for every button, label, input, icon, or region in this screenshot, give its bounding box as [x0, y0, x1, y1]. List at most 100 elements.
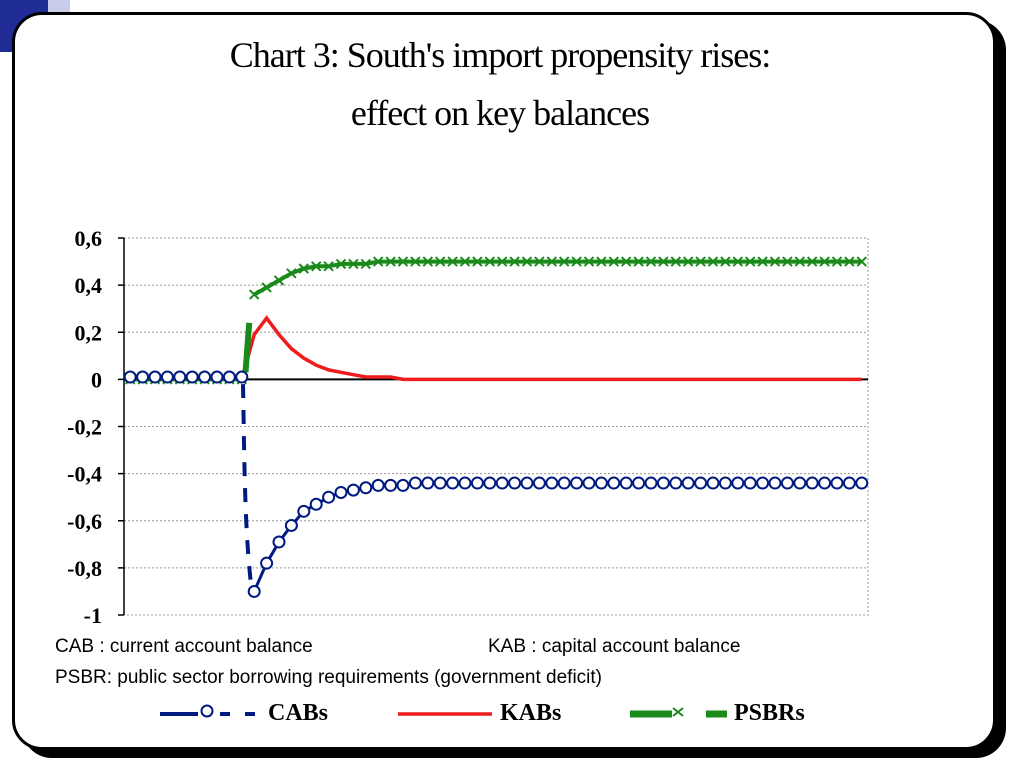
psbr-marker-stroke [360, 258, 372, 270]
psbr-point [769, 256, 781, 267]
psbr-marker-stroke [558, 256, 570, 267]
cab-point [669, 476, 683, 490]
cab-point [706, 476, 720, 490]
y-tick-label: 0 [91, 367, 102, 392]
cab-point [334, 485, 348, 499]
cab-point [694, 476, 708, 490]
cab-point [570, 476, 584, 490]
cab-point [619, 476, 633, 490]
cab-point [297, 504, 311, 518]
psbr-marker-stroke [385, 256, 396, 267]
cab-point [210, 370, 224, 384]
psbr-point [583, 256, 595, 267]
cab-point [371, 478, 385, 492]
cab-point [173, 370, 187, 384]
cab-point [582, 476, 596, 490]
psbr-point [732, 256, 744, 267]
psbr-marker-stroke [732, 256, 744, 267]
psbr-marker-stroke [682, 256, 694, 267]
psbr-point [720, 256, 731, 267]
psbr-point [831, 256, 843, 267]
psbr-point [757, 256, 768, 267]
cab-point [818, 476, 832, 490]
psbr-point [645, 256, 657, 267]
note-cab: CAB : current account balance [55, 636, 313, 657]
psbr-point [459, 256, 471, 267]
psbr-point [670, 256, 682, 267]
cab-point [446, 476, 460, 490]
legend-swatch-cab [160, 704, 255, 718]
psbr-marker-stroke [757, 256, 768, 267]
cab-point [384, 478, 398, 492]
psbr-point [658, 256, 669, 267]
psbr-marker-stroke [310, 261, 322, 272]
y-tick-label: -0,8 [67, 556, 102, 581]
legend-label-psbr: PSBRs [734, 700, 805, 726]
psbr-point [360, 258, 372, 270]
cab-point [483, 476, 497, 490]
psbr-marker-stroke [509, 256, 520, 267]
cab-point [842, 476, 856, 490]
chart-title-line2: effect on key balances [350, 93, 650, 133]
legend-cab-marker [200, 704, 214, 718]
cab-point [495, 476, 509, 490]
psbr-marker-stroke [856, 256, 868, 267]
legend-psbr-marker [672, 707, 684, 717]
cab-point [322, 490, 336, 504]
cab-point [470, 476, 484, 490]
psbr-marker-stroke [794, 256, 806, 267]
psbr-marker-stroke [844, 256, 855, 267]
y-tick-label: -0,2 [67, 415, 102, 440]
cab-point [780, 476, 794, 490]
cab-point [433, 476, 447, 490]
cab-point [421, 476, 435, 490]
psbr-point [372, 256, 384, 267]
cab-point [408, 476, 422, 490]
psbr-marker-stroke [707, 256, 719, 267]
psbr-marker-stroke [372, 256, 384, 267]
cab-point [532, 476, 546, 490]
psbr-point [385, 256, 396, 267]
cab-point [136, 370, 150, 384]
psbr-point [286, 268, 297, 279]
psbr-marker-stroke [620, 256, 632, 267]
psbr-shock-dash [242, 322, 253, 373]
psbr-point [335, 258, 347, 270]
cab-point [309, 497, 323, 511]
psbr-marker-stroke [670, 256, 682, 267]
cab-point [545, 476, 559, 490]
psbr-marker-stroke [806, 256, 818, 267]
psbr-point [298, 263, 310, 274]
psbr-marker-stroke [397, 256, 409, 267]
note-psbr: PSBR: public sector borrowing requiremen… [55, 667, 603, 688]
psbr-marker-stroke [521, 256, 533, 267]
psbr-marker-stroke [298, 263, 310, 274]
psbr-point [534, 256, 545, 267]
psbr-point [844, 256, 855, 267]
psbr-marker-stroke [484, 256, 496, 267]
psbr-point [422, 256, 434, 267]
psbr-marker-stroke [831, 256, 843, 267]
psbr-point [571, 256, 582, 267]
psbr-marker-stroke [608, 256, 620, 267]
cab-point [123, 370, 137, 384]
cab-point [198, 370, 212, 384]
psbr-point [397, 256, 409, 267]
cab-point [656, 476, 670, 490]
psbr-marker-stroke [571, 256, 582, 267]
psbr-point [509, 256, 520, 267]
cab-point [855, 476, 869, 490]
cab-point [743, 476, 757, 490]
psbr-marker-stroke [286, 268, 297, 279]
cab-point [346, 483, 360, 497]
cab-point [235, 370, 249, 384]
psbr-marker-stroke [596, 256, 607, 267]
note-kab: KAB : capital account balance [488, 636, 741, 657]
psbr-marker-stroke [348, 258, 359, 270]
psbr-point [608, 256, 620, 267]
cab-point [793, 476, 807, 490]
psbr-point [484, 256, 496, 267]
cab-point [557, 476, 571, 490]
cab-point [805, 476, 819, 490]
